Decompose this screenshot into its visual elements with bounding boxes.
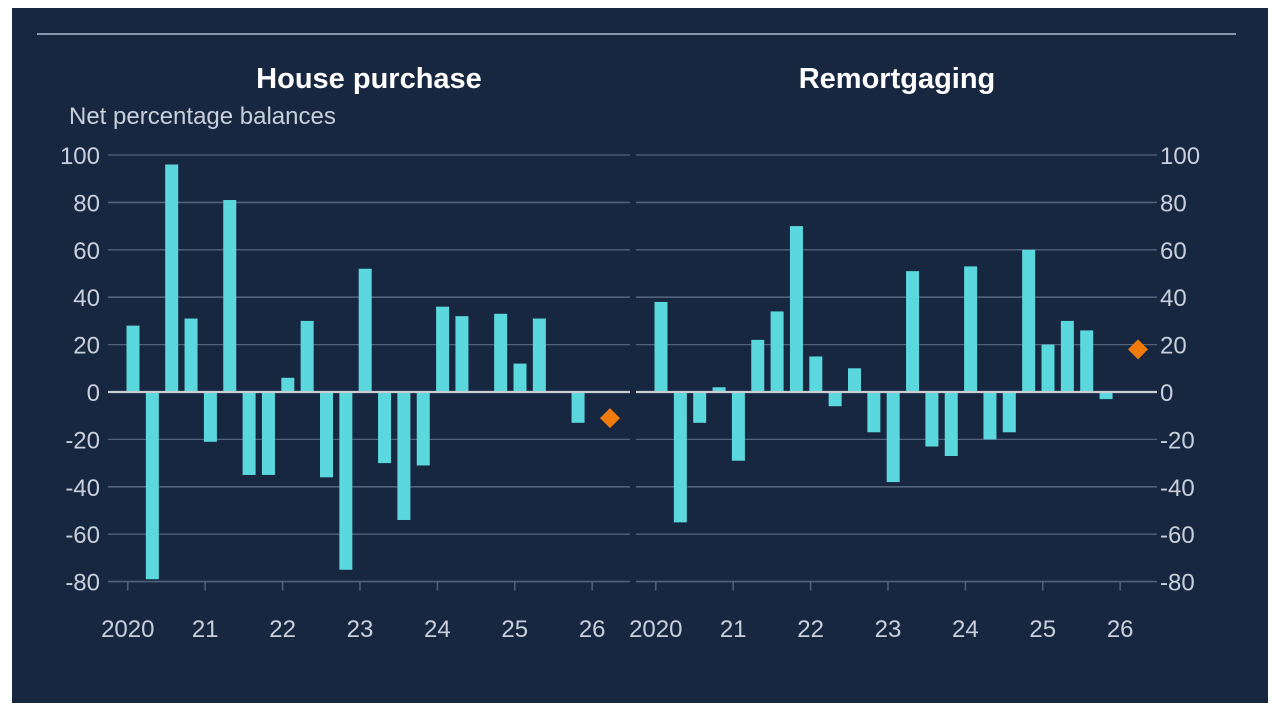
y-tick-label-house-purchase: 0 <box>87 380 100 407</box>
bar-house-purchase <box>358 268 372 392</box>
bars <box>108 164 1157 580</box>
bar-house-purchase <box>261 392 275 475</box>
bar-house-purchase <box>165 164 179 392</box>
y-tick-label-remortgaging: 40 <box>1160 285 1187 312</box>
bar-remortgaging <box>906 271 920 392</box>
bar-remortgaging <box>886 392 900 483</box>
bar-remortgaging <box>944 392 958 456</box>
bar-house-purchase <box>436 306 450 392</box>
bar-house-purchase <box>339 392 353 570</box>
bar-house-purchase <box>126 325 140 392</box>
y-axis-unit-label: Net percentage balances <box>69 103 336 130</box>
bar-house-purchase <box>397 392 411 520</box>
expected-diamond-remortgaging <box>1128 339 1148 360</box>
bar-house-purchase <box>281 377 295 392</box>
bar-house-purchase <box>242 392 256 475</box>
x-tick-label-house-purchase: 25 <box>501 616 528 643</box>
x-tick-label-remortgaging: 21 <box>720 616 747 643</box>
x-tick-label-house-purchase: 2020 <box>101 616 154 643</box>
y-tick-label-remortgaging: 80 <box>1160 190 1187 217</box>
bar-remortgaging <box>1002 392 1016 433</box>
bar-house-purchase <box>416 392 430 466</box>
bar-house-purchase <box>494 313 508 392</box>
chart-title-house-purchase: House purchase <box>256 63 482 95</box>
bar-remortgaging <box>731 392 745 461</box>
x-tick-label-house-purchase: 22 <box>269 616 296 643</box>
bar-remortgaging <box>751 339 765 392</box>
y-tick-label-house-purchase: 60 <box>73 238 100 265</box>
bar-remortgaging <box>673 392 687 523</box>
x-tick-label-remortgaging: 23 <box>875 616 902 643</box>
y-tick-label-house-purchase: -60 <box>65 522 100 549</box>
y-tick-label-house-purchase: -20 <box>65 427 100 454</box>
bar-remortgaging <box>983 392 997 440</box>
y-tick-label-house-purchase: 20 <box>73 333 100 360</box>
bar-remortgaging <box>770 311 784 392</box>
bar-house-purchase <box>378 392 392 464</box>
chart-panel <box>12 8 1268 703</box>
bar-house-purchase <box>184 318 198 392</box>
bar-house-purchase <box>223 200 237 392</box>
y-tick-label-remortgaging: -20 <box>1160 427 1195 454</box>
bar-house-purchase <box>455 316 469 392</box>
x-tick-label-remortgaging: 22 <box>797 616 824 643</box>
bar-remortgaging <box>1060 320 1074 392</box>
y-tick-label-remortgaging: 20 <box>1160 333 1187 360</box>
bar-house-purchase <box>300 320 314 392</box>
x-tick-label-remortgaging: 26 <box>1107 616 1134 643</box>
bar-house-purchase <box>513 363 527 392</box>
bar-remortgaging <box>789 226 803 392</box>
bar-house-purchase <box>532 318 546 392</box>
bar-remortgaging <box>1022 249 1036 392</box>
x-tick-label-house-purchase: 23 <box>347 616 374 643</box>
bar-remortgaging <box>867 392 881 433</box>
bar-remortgaging <box>809 356 823 392</box>
bar-remortgaging <box>828 392 842 407</box>
y-tick-label-remortgaging: -40 <box>1160 475 1195 502</box>
x-tick-label-remortgaging: 2020 <box>629 616 682 643</box>
bar-remortgaging <box>1041 344 1055 392</box>
bar-remortgaging <box>1080 330 1094 392</box>
x-tick-label-house-purchase: 26 <box>579 616 606 643</box>
y-tick-label-house-purchase: -80 <box>65 570 100 597</box>
bar-house-purchase <box>203 392 217 442</box>
x-tick-label-remortgaging: 24 <box>952 616 979 643</box>
expected-diamond-house-purchase <box>600 408 620 429</box>
bar-remortgaging <box>925 392 939 447</box>
gridlines <box>108 154 1157 591</box>
bar-remortgaging <box>654 301 668 392</box>
x-tick-label-house-purchase: 24 <box>424 616 451 643</box>
chart-title-remortgaging: Remortgaging <box>799 63 996 95</box>
bar-house-purchase <box>320 392 333 478</box>
bar-remortgaging <box>693 392 707 423</box>
y-tick-label-remortgaging: -80 <box>1160 570 1195 597</box>
bar-house-purchase <box>145 392 159 580</box>
bar-remortgaging <box>848 368 861 392</box>
y-tick-label-house-purchase: -40 <box>65 475 100 502</box>
y-tick-label-remortgaging: 100 <box>1160 143 1200 170</box>
bar-remortgaging <box>712 387 726 392</box>
y-tick-label-remortgaging: 0 <box>1160 380 1173 407</box>
y-tick-label-remortgaging: 60 <box>1160 238 1187 265</box>
bar-remortgaging <box>1099 392 1113 400</box>
y-tick-label-house-purchase: 80 <box>73 190 100 217</box>
y-tick-label-house-purchase: 100 <box>60 143 100 170</box>
x-tick-label-remortgaging: 25 <box>1029 616 1056 643</box>
y-tick-label-remortgaging: -60 <box>1160 522 1195 549</box>
bar-house-purchase <box>571 392 585 423</box>
bar-remortgaging <box>964 266 978 392</box>
y-tick-label-house-purchase: 40 <box>73 285 100 312</box>
x-tick-label-house-purchase: 21 <box>192 616 219 643</box>
